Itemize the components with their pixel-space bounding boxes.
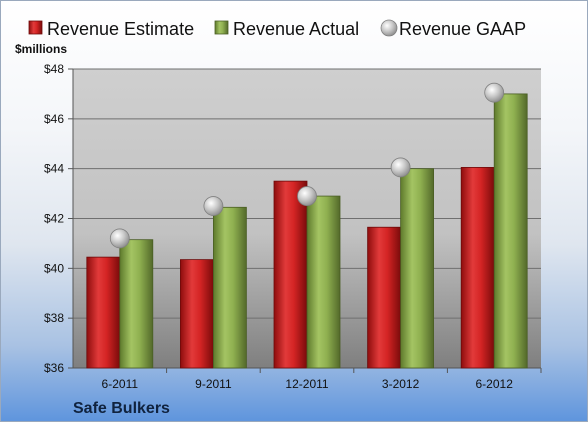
bar-revenue-actual [306,195,341,369]
bar-revenue-actual [400,168,435,369]
y-tick-label: $40 [44,261,64,275]
legend-label: Revenue Estimate [47,19,194,39]
bar-revenue-actual [493,93,528,369]
legend-item: Revenue Estimate [28,19,194,39]
legend-item: Revenue GAAP [380,19,526,39]
legend-label: Revenue Actual [233,19,359,39]
y-tick-label: $36 [44,361,64,375]
bar-revenue-estimate [367,226,402,369]
bar-revenue-estimate [179,259,214,369]
x-tick-label: 3-2012 [382,377,420,391]
bar-revenue-estimate [86,256,121,369]
bar-revenue-actual [212,206,247,369]
marker-revenue-gaap [484,82,505,103]
legend: Revenue Estimate Revenue Actual Revenue GA… [28,19,526,39]
y-tick-label: $48 [44,62,64,76]
marker-revenue-gaap [297,186,317,206]
y-tick-label: $44 [44,162,64,176]
plot-area: $36 $38 $40 $42 $44 $46 $48 6-2011 9-2011 12-2011… [44,62,542,391]
legend-item: Revenue Actual [214,19,359,39]
company-name: Safe Bulkers [73,400,170,417]
legend-swatch [214,20,229,35]
marker-revenue-gaap [203,196,224,216]
bar-revenue-estimate [460,167,495,369]
x-tick-label: 6-2012 [476,377,514,391]
y-tick-label: $38 [44,311,64,325]
y-tick-label: $46 [44,112,64,126]
x-tick-label: 12-2011 [285,377,328,391]
x-tick-label: 9-2011 [195,377,232,391]
bar-revenue-actual [119,239,154,369]
x-tick-label: 6-2011 [102,377,139,391]
unit-label: $millions [15,42,67,56]
marker-revenue-gaap [109,228,130,249]
legend-swatch [28,20,43,35]
y-tick-label: $42 [44,212,64,226]
marker-revenue-gaap [390,157,411,178]
legend-label: Revenue GAAP [399,19,526,39]
bar-revenue-estimate [273,180,308,369]
legend-swatch [380,19,398,37]
